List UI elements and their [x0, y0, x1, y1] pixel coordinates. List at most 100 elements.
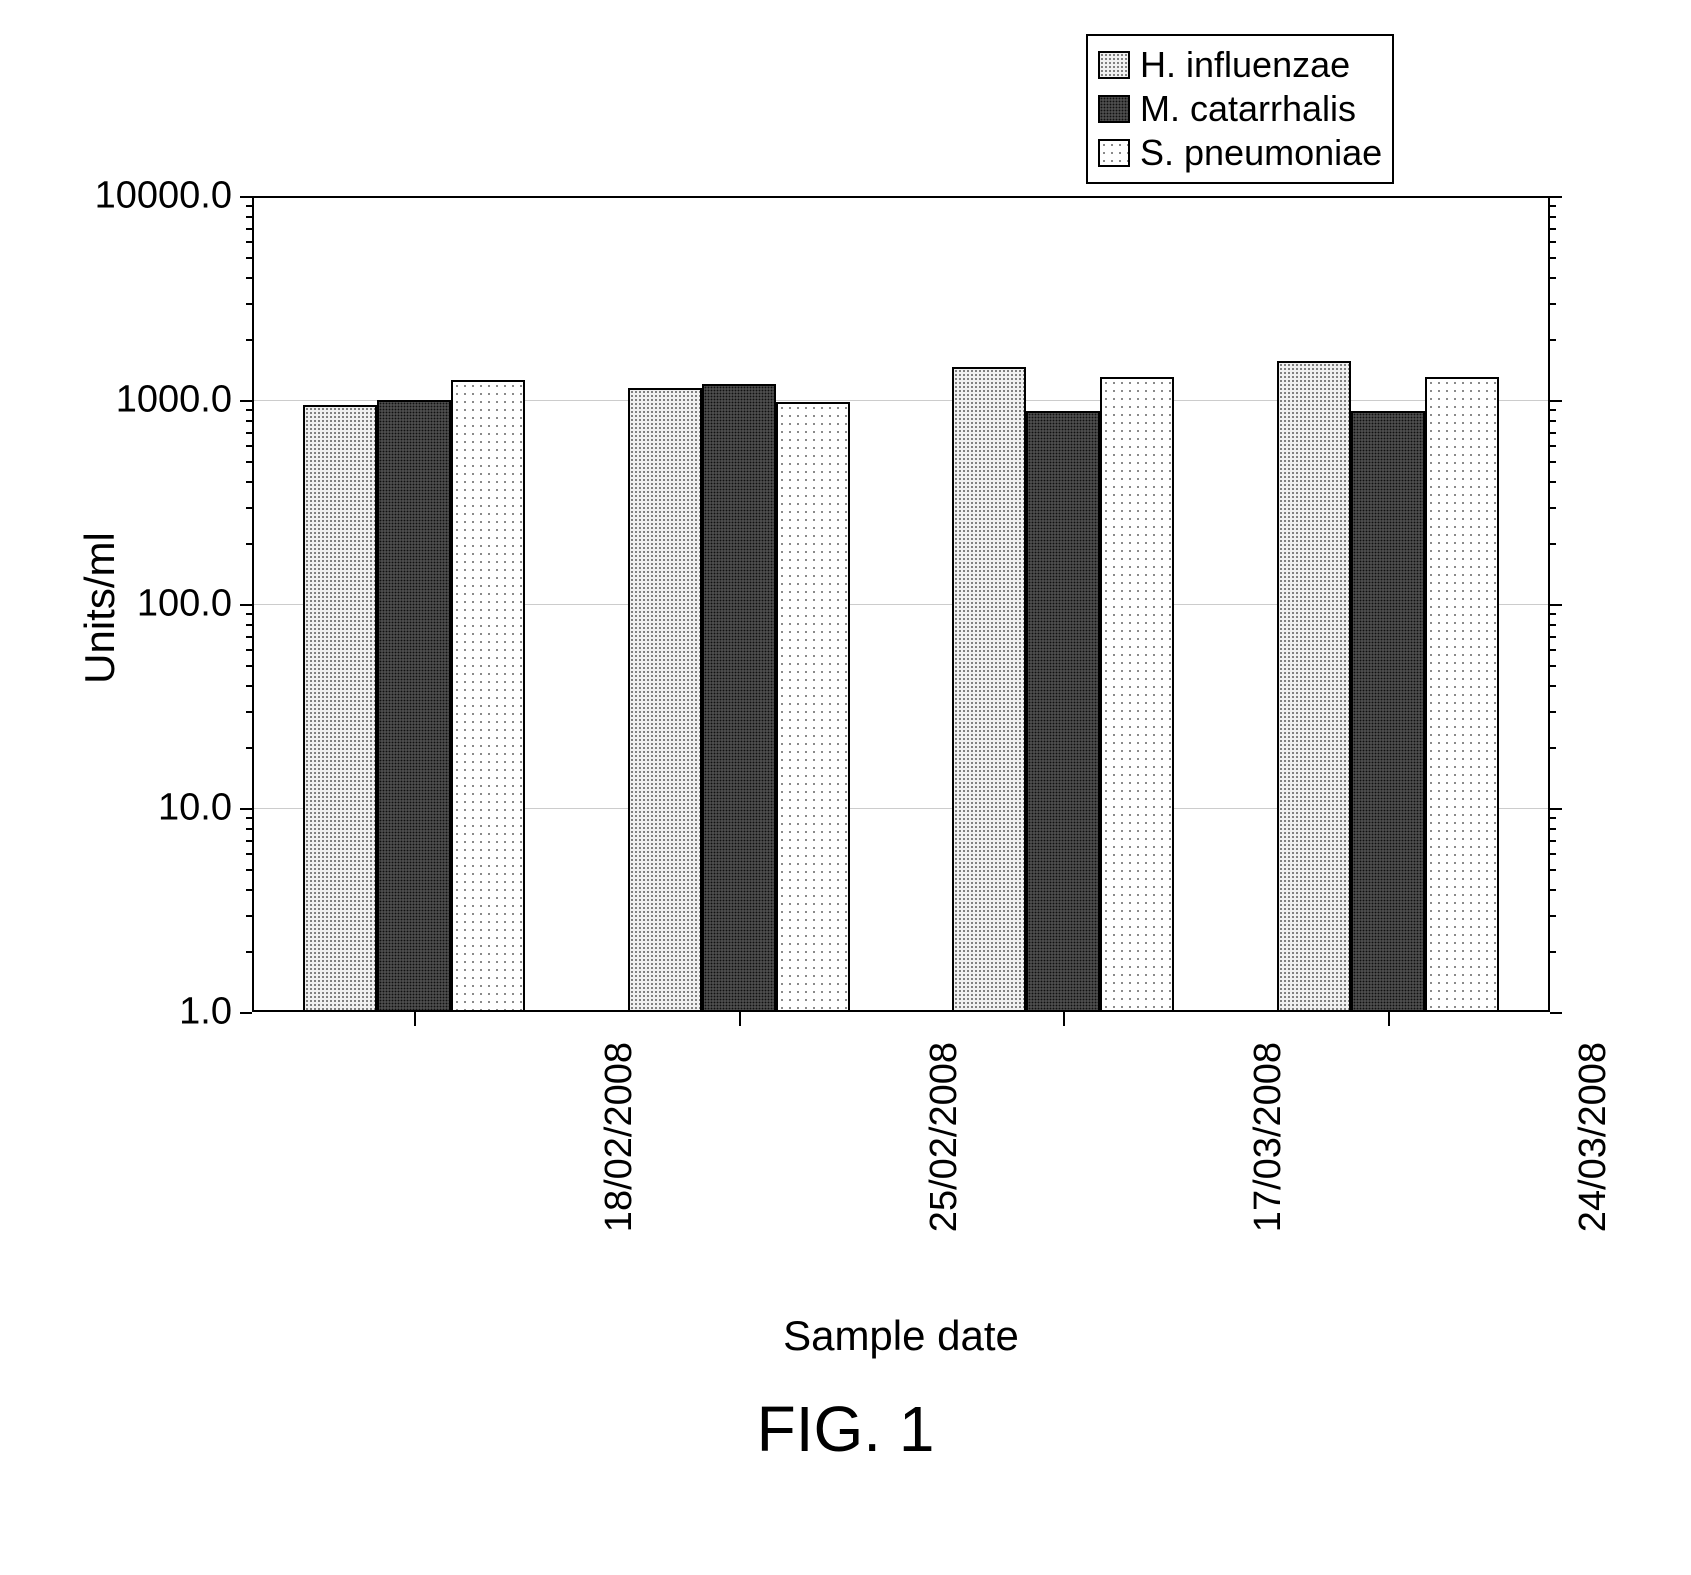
y-minor-tick [246, 915, 252, 917]
legend-item: H. influenzae [1098, 44, 1382, 86]
legend-item: S. pneumoniae [1098, 132, 1382, 174]
y-tick [1550, 400, 1562, 402]
y-minor-tick [246, 889, 252, 891]
y-minor-tick [1550, 915, 1556, 917]
y-minor-tick [246, 409, 252, 411]
y-minor-tick [1550, 889, 1556, 891]
y-minor-tick [1550, 257, 1556, 259]
y-tick-label: 10000.0 [0, 175, 232, 218]
y-minor-tick [246, 685, 252, 687]
y-minor-tick [246, 420, 252, 422]
y-minor-tick [1550, 507, 1556, 509]
y-minor-tick [1550, 303, 1556, 305]
y-minor-tick [1550, 817, 1556, 819]
y-minor-tick [1550, 461, 1556, 463]
y-minor-tick [1550, 409, 1556, 411]
y-minor-tick [1550, 828, 1556, 830]
y-tick-label: 1000.0 [0, 379, 232, 422]
y-minor-tick [246, 817, 252, 819]
y-minor-tick [246, 543, 252, 545]
y-minor-tick [246, 828, 252, 830]
y-minor-tick [1550, 277, 1556, 279]
y-tick [1550, 808, 1562, 810]
bar [1425, 377, 1499, 1012]
y-minor-tick [1550, 711, 1556, 713]
y-minor-tick [246, 432, 252, 434]
y-tick-label: 10.0 [0, 787, 232, 830]
y-minor-tick [246, 461, 252, 463]
legend-swatch [1098, 51, 1130, 79]
y-minor-tick [1550, 649, 1556, 651]
legend-swatch [1098, 139, 1130, 167]
y-minor-tick [246, 277, 252, 279]
y-minor-tick [246, 711, 252, 713]
y-minor-tick [246, 339, 252, 341]
y-minor-tick [246, 951, 252, 953]
y-tick-label: 1.0 [0, 991, 232, 1034]
y-minor-tick [246, 747, 252, 749]
bar [702, 384, 776, 1012]
y-minor-tick [246, 869, 252, 871]
y-minor-tick [246, 216, 252, 218]
legend-swatch [1098, 95, 1130, 123]
bar [1351, 411, 1425, 1012]
y-minor-tick [1550, 624, 1556, 626]
y-tick [1550, 196, 1562, 198]
y-tick [240, 196, 252, 198]
y-minor-tick [1550, 613, 1556, 615]
x-tick [1063, 1012, 1065, 1026]
y-minor-tick [1550, 205, 1556, 207]
y-minor-tick [1550, 432, 1556, 434]
y-minor-tick [1550, 853, 1556, 855]
bar [1100, 377, 1174, 1012]
y-minor-tick [246, 665, 252, 667]
y-minor-tick [1550, 445, 1556, 447]
legend: H. influenzaeM. catarrhalisS. pneumoniae [1086, 34, 1394, 184]
bar [952, 367, 1026, 1012]
y-minor-tick [246, 205, 252, 207]
x-axis-title: Sample date [252, 1312, 1550, 1360]
bar [1277, 361, 1351, 1012]
y-tick [240, 400, 252, 402]
y-minor-tick [1550, 840, 1556, 842]
y-minor-tick [246, 840, 252, 842]
bar [451, 380, 525, 1012]
y-minor-tick [246, 613, 252, 615]
page: H. influenzaeM. catarrhalisS. pneumoniae… [0, 0, 1691, 1575]
y-tick [240, 808, 252, 810]
y-minor-tick [1550, 869, 1556, 871]
x-tick [414, 1012, 416, 1026]
bar [303, 405, 377, 1012]
y-minor-tick [246, 257, 252, 259]
y-minor-tick [246, 649, 252, 651]
legend-label: H. influenzae [1140, 44, 1350, 86]
y-minor-tick [1550, 228, 1556, 230]
x-tick [739, 1012, 741, 1026]
y-minor-tick [246, 636, 252, 638]
y-minor-tick [1550, 685, 1556, 687]
y-minor-tick [246, 445, 252, 447]
y-minor-tick [1550, 636, 1556, 638]
y-minor-tick [1550, 543, 1556, 545]
y-minor-tick [246, 228, 252, 230]
x-tick [1388, 1012, 1390, 1026]
y-minor-tick [1550, 420, 1556, 422]
y-minor-tick [1550, 665, 1556, 667]
figure-caption: FIG. 1 [0, 1392, 1691, 1466]
y-minor-tick [246, 853, 252, 855]
y-minor-tick [1550, 481, 1556, 483]
x-tick-label: 17/03/2008 [1247, 1042, 1290, 1232]
y-tick [1550, 604, 1562, 606]
y-tick-label: 100.0 [0, 583, 232, 626]
x-tick-label: 24/03/2008 [1572, 1042, 1615, 1232]
legend-item: M. catarrhalis [1098, 88, 1382, 130]
legend-label: S. pneumoniae [1140, 132, 1382, 174]
x-tick-label: 25/02/2008 [923, 1042, 966, 1232]
legend-label: M. catarrhalis [1140, 88, 1356, 130]
y-minor-tick [246, 507, 252, 509]
y-tick [1550, 1012, 1562, 1014]
y-minor-tick [246, 241, 252, 243]
plot-area [252, 196, 1550, 1012]
y-minor-tick [246, 624, 252, 626]
bar [1026, 411, 1100, 1012]
